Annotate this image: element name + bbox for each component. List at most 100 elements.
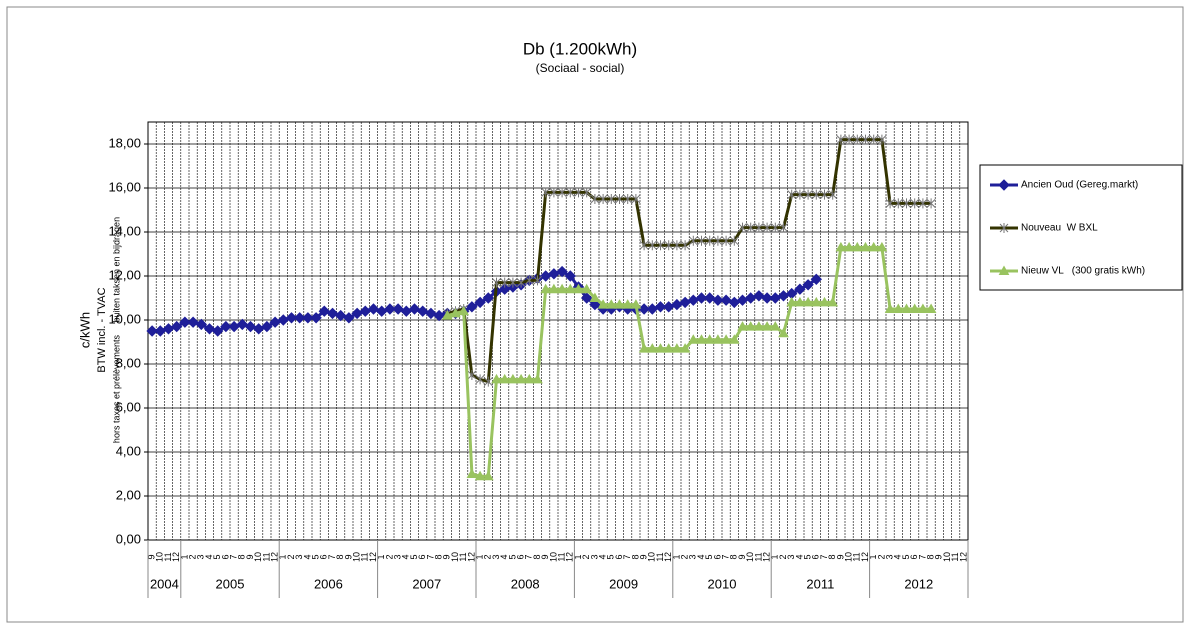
data-point: [679, 343, 691, 353]
data-point: [779, 222, 788, 233]
data-point: [482, 292, 495, 304]
data-point: [770, 222, 780, 233]
x-tick-label: 12: [663, 552, 673, 562]
x-tick-label: 8: [532, 554, 542, 559]
x-tick-label: 9: [934, 554, 944, 559]
chart-title: Db (1.200kWh): [523, 39, 637, 58]
data-point: [170, 320, 183, 333]
x-tick-label: 4: [204, 554, 214, 559]
data-point: [877, 134, 887, 145]
data-point: [630, 299, 642, 309]
x-tick-label: 7: [327, 554, 337, 559]
data-point: [795, 189, 805, 200]
data-point: [753, 321, 765, 331]
chart-subtitle: (Sociaal - social): [536, 61, 625, 75]
data-point: [187, 316, 199, 328]
data-point: [672, 240, 682, 251]
x-tick-label: 4: [597, 554, 607, 559]
legend-marker: [998, 179, 1010, 191]
data-point: [720, 334, 732, 344]
x-tick-label: 12: [958, 552, 968, 562]
data-point: [285, 312, 298, 324]
data-point: [261, 320, 273, 333]
data-point: [828, 189, 838, 200]
data-point: [868, 241, 880, 252]
data-point: [811, 189, 821, 200]
x-tick-label: 3: [196, 554, 206, 559]
data-point: [450, 307, 461, 318]
data-point: [819, 296, 830, 307]
y-axis-label: BTW incl. - TVAC: [96, 287, 108, 372]
data-point: [852, 134, 862, 145]
data-point: [918, 198, 928, 209]
x-tick-label: 12: [761, 552, 771, 562]
data-point: [614, 299, 625, 309]
x-tick-label: 8: [335, 554, 345, 559]
data-point: [557, 187, 567, 198]
x-tick-label: 5: [212, 554, 222, 559]
data-point: [500, 277, 510, 288]
data-point: [475, 374, 485, 385]
data-point: [548, 283, 560, 294]
data-point: [820, 189, 829, 200]
data-point: [884, 303, 896, 313]
y-tick-label: 4,00: [116, 443, 141, 458]
x-tick-label: 6: [515, 554, 525, 559]
x-tick-label: 7: [819, 554, 829, 559]
x-tick-label: 8: [433, 554, 443, 559]
data-point: [876, 241, 888, 252]
x-tick-label: 11: [360, 552, 370, 561]
data-point: [606, 194, 616, 204]
data-point: [523, 373, 535, 384]
year-label: 2010: [708, 576, 737, 591]
data-point: [589, 292, 601, 302]
x-tick-label: 2: [778, 554, 788, 559]
x-tick-label: 11: [163, 552, 173, 561]
data-point: [582, 187, 592, 198]
data-point: [533, 275, 542, 286]
x-tick-label: 12: [171, 552, 181, 562]
y-tick-label: 2,00: [116, 487, 141, 502]
data-point: [564, 270, 577, 282]
x-tick-label: 2: [483, 554, 493, 559]
year-label: 2005: [216, 576, 245, 591]
data-point: [598, 194, 608, 204]
x-tick-label: 10: [843, 552, 853, 562]
legend-label: Nieuw VL (300 gratis kWh): [1021, 266, 1145, 277]
data-point: [474, 296, 486, 309]
x-tick-label: 10: [253, 552, 263, 562]
data-point: [901, 303, 912, 313]
data-point: [466, 468, 478, 478]
data-point: [334, 309, 347, 322]
data-point: [293, 312, 306, 324]
x-tick-label: 8: [729, 554, 739, 559]
data-point: [713, 235, 723, 246]
data-point: [892, 303, 904, 313]
data-point: [721, 235, 731, 246]
x-tick-label: 5: [901, 554, 911, 559]
data-point: [549, 187, 559, 198]
x-tick-label: 9: [245, 554, 255, 559]
data-point: [827, 296, 839, 307]
x-tick-label: 10: [548, 552, 558, 562]
data-point: [565, 187, 575, 198]
x-tick-label: 9: [835, 554, 845, 559]
data-point: [704, 334, 716, 344]
x-tick-label: 5: [310, 554, 320, 559]
x-tick-label: 6: [909, 554, 919, 559]
data-point: [712, 294, 724, 306]
data-point: [712, 334, 724, 344]
data-point: [425, 307, 437, 320]
x-tick-label: 7: [524, 554, 534, 559]
data-point: [794, 283, 806, 295]
data-point: [179, 316, 191, 328]
data-point: [483, 376, 493, 387]
data-point: [589, 298, 601, 311]
series-line: [446, 138, 932, 384]
data-point: [703, 292, 716, 304]
x-tick-label: 5: [802, 554, 812, 559]
data-point: [705, 235, 715, 246]
data-point: [508, 277, 518, 288]
chart-frame: [6, 6, 1184, 623]
x-tick-label: 1: [573, 554, 583, 559]
